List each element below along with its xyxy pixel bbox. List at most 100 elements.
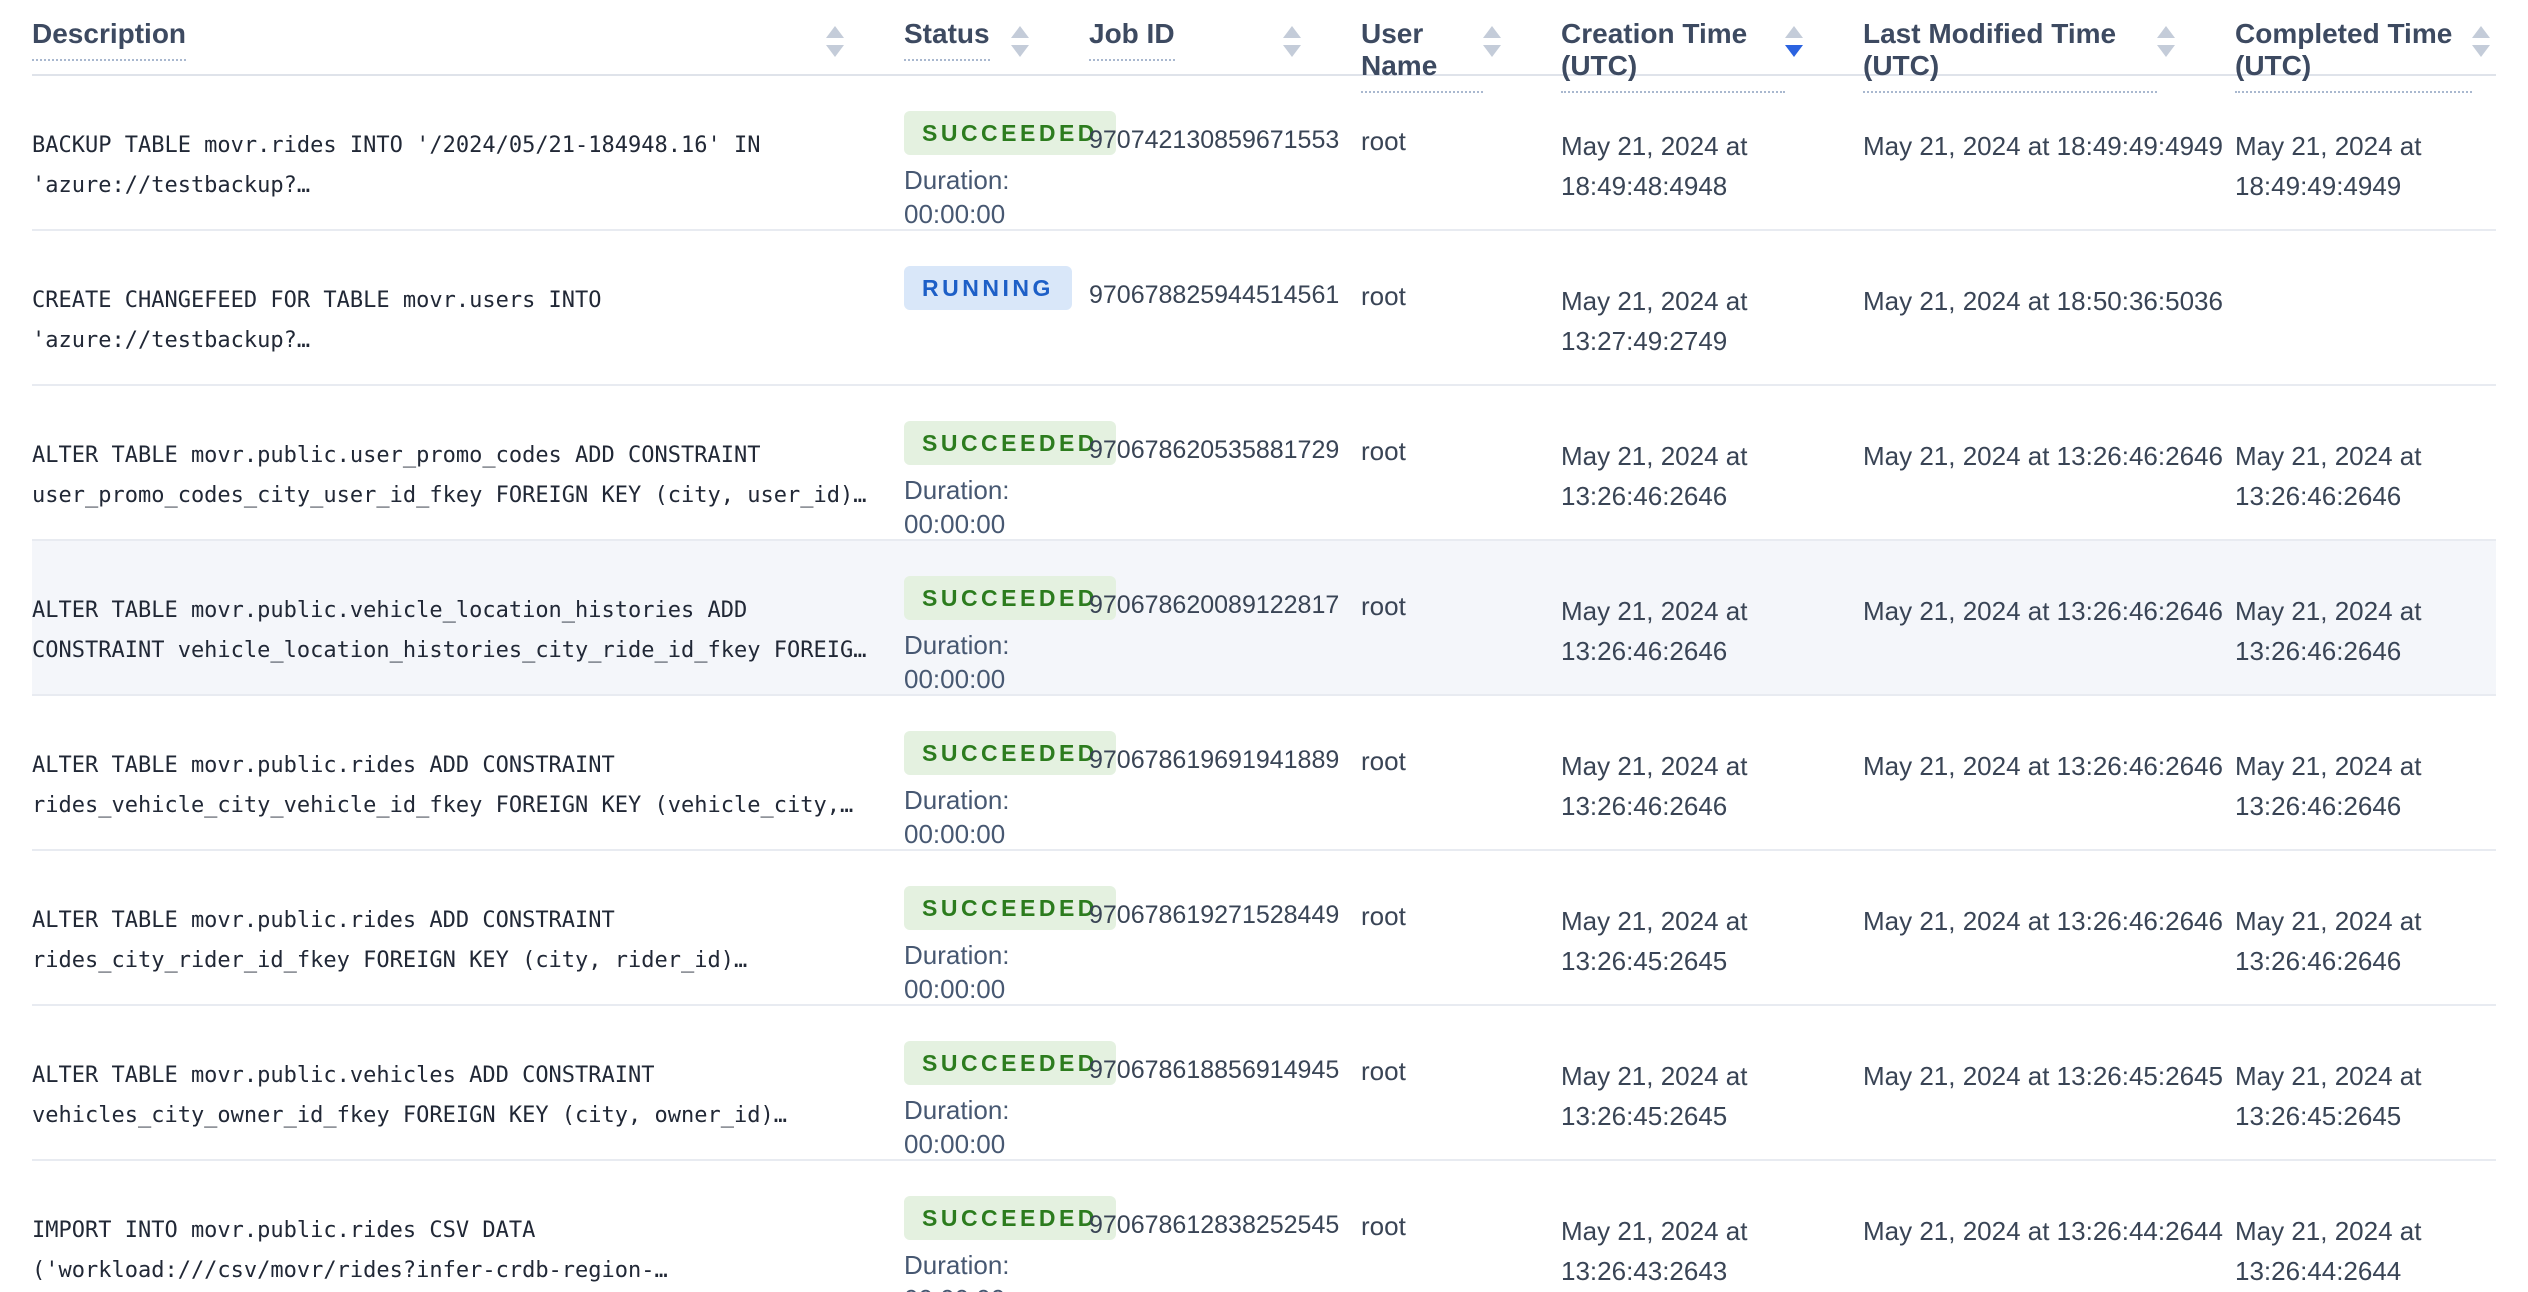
job-id: 970678619691941889 <box>1089 746 1340 774</box>
status-badge: SUCCEEDED <box>904 1041 1116 1085</box>
sort-down-arrow-icon <box>2157 45 2175 57</box>
job-last-modified-time: May 21, 2024 at 13:26:44:2644 <box>1863 1216 2223 1246</box>
job-user-name: root <box>1361 126 1406 156</box>
job-status-cell: SUCCEEDED Duration: 00:00:00 <box>904 851 1116 1004</box>
column-header-label: Status <box>904 18 990 61</box>
status-badge: SUCCEEDED <box>904 111 1116 155</box>
sort-icon[interactable] <box>1283 18 1301 57</box>
column-header-last-modified-time[interactable]: Last Modified Time (UTC) <box>1863 0 2235 93</box>
table-row[interactable]: IMPORT INTO movr.public.rides CSV DATA (… <box>32 1161 2496 1292</box>
job-description-link[interactable]: ALTER TABLE movr.public.rides ADD CONSTR… <box>32 908 748 973</box>
duration-value: 00:00:00 <box>904 664 1006 694</box>
job-id: 970678612838252545 <box>1089 1211 1340 1239</box>
job-last-modified-time: May 21, 2024 at 13:26:46:2646 <box>1863 441 2223 471</box>
table-row[interactable]: ALTER TABLE movr.public.vehicle_location… <box>32 541 2496 696</box>
column-header-description[interactable]: Description <box>32 0 904 61</box>
status-badge: SUCCEEDED <box>904 886 1116 930</box>
job-status-cell: SUCCEEDED Duration: 00:00:00 <box>904 541 1116 694</box>
column-header-label: Last Modified Time (UTC) <box>1863 18 2157 93</box>
job-user-name: root <box>1361 901 1406 931</box>
status-badge: SUCCEEDED <box>904 421 1116 465</box>
job-duration: Duration: 00:00:00 <box>904 163 1065 229</box>
job-completed-time <box>2235 231 2496 384</box>
job-creation-time: May 21, 2024 at 13:26:46:2646 <box>1561 751 1748 821</box>
jobs-table-header: Description Status Job ID User Name Crea… <box>32 0 2496 93</box>
sort-down-arrow-icon <box>2472 45 2490 57</box>
job-user-name: root <box>1361 746 1406 776</box>
job-status-cell: SUCCEEDED Duration: 00:00:00 <box>904 1006 1116 1159</box>
table-row[interactable]: ALTER TABLE movr.public.user_promo_codes… <box>32 386 2496 541</box>
job-last-modified-time: May 21, 2024 at 13:26:46:2646 <box>1863 751 2223 781</box>
sort-up-arrow-icon <box>2157 26 2175 38</box>
sort-up-arrow-icon <box>1283 26 1301 38</box>
job-description-link[interactable]: ALTER TABLE movr.public.rides ADD CONSTR… <box>32 753 854 818</box>
job-duration: Duration: 00:00:00 <box>904 1093 1065 1159</box>
job-completed-time: May 21, 2024 at 13:26:46:2646 <box>2235 441 2422 511</box>
column-header-user-name[interactable]: User Name <box>1361 0 1561 93</box>
job-completed-time: May 21, 2024 at 13:26:46:2646 <box>2235 906 2422 976</box>
table-row[interactable]: CREATE CHANGEFEED FOR TABLE movr.users I… <box>32 231 2496 386</box>
job-last-modified-time: May 21, 2024 at 13:26:45:2645 <box>1863 1061 2223 1091</box>
column-header-completed-time[interactable]: Completed Time (UTC) <box>2235 0 2496 93</box>
column-header-label: Job ID <box>1089 18 1175 61</box>
sort-icon[interactable] <box>2157 18 2175 57</box>
job-description-link[interactable]: IMPORT INTO movr.public.rides CSV DATA (… <box>32 1218 668 1283</box>
job-user-name: root <box>1361 1211 1406 1241</box>
status-badge: RUNNING <box>904 266 1072 310</box>
job-user-name: root <box>1361 281 1406 311</box>
job-user-name: root <box>1361 1056 1406 1086</box>
duration-value: 00:00:00 <box>904 199 1006 229</box>
job-completed-time: May 21, 2024 at 13:26:44:2644 <box>2235 1216 2422 1286</box>
job-completed-time: May 21, 2024 at 18:49:49:4949 <box>2235 131 2422 201</box>
job-creation-time: May 21, 2024 at 13:26:43:2643 <box>1561 1216 1748 1286</box>
job-status-cell: SUCCEEDED Duration: 00:00:00 <box>904 76 1116 229</box>
job-status-cell: RUNNING <box>904 231 1089 384</box>
column-header-status[interactable]: Status <box>904 0 1089 61</box>
sort-icon[interactable] <box>2472 18 2490 57</box>
table-row[interactable]: BACKUP TABLE movr.rides INTO '/2024/05/2… <box>32 76 2496 231</box>
job-completed-time: May 21, 2024 at 13:26:46:2646 <box>2235 596 2422 666</box>
sort-icon[interactable] <box>1011 18 1029 57</box>
job-id: 970678620535881729 <box>1089 436 1340 464</box>
sort-up-arrow-icon <box>1785 26 1803 38</box>
job-id: 970678825944514561 <box>1089 281 1340 309</box>
job-description-link[interactable]: ALTER TABLE movr.public.vehicles ADD CON… <box>32 1063 787 1128</box>
sort-down-arrow-icon <box>1785 45 1803 57</box>
job-id: 970678618856914945 <box>1089 1056 1340 1084</box>
job-description-link[interactable]: CREATE CHANGEFEED FOR TABLE movr.users I… <box>32 288 602 353</box>
sort-up-arrow-icon <box>1011 26 1029 38</box>
sort-icon-active-desc[interactable] <box>1785 18 1803 57</box>
duration-label: Duration: <box>904 785 1010 815</box>
job-creation-time: May 21, 2024 at 13:26:46:2646 <box>1561 441 1748 511</box>
sort-icon[interactable] <box>826 18 844 57</box>
job-description-link[interactable]: ALTER TABLE movr.public.vehicle_location… <box>32 598 867 663</box>
column-header-creation-time[interactable]: Creation Time (UTC) <box>1561 0 1863 93</box>
job-user-name: root <box>1361 591 1406 621</box>
job-id: 970742130859671553 <box>1089 126 1340 154</box>
job-duration: Duration: 00:00:00 <box>904 473 1065 539</box>
status-badge: SUCCEEDED <box>904 576 1116 620</box>
column-header-label: Completed Time (UTC) <box>2235 18 2472 93</box>
table-row[interactable]: ALTER TABLE movr.public.vehicles ADD CON… <box>32 1006 2496 1161</box>
job-status-cell: SUCCEEDED Duration: 00:00:00 <box>904 696 1116 849</box>
table-row[interactable]: ALTER TABLE movr.public.rides ADD CONSTR… <box>32 851 2496 1006</box>
job-description-link[interactable]: BACKUP TABLE movr.rides INTO '/2024/05/2… <box>32 133 761 198</box>
status-badge: SUCCEEDED <box>904 1196 1116 1240</box>
job-description-link[interactable]: ALTER TABLE movr.public.user_promo_codes… <box>32 443 867 508</box>
sort-down-arrow-icon <box>826 45 844 57</box>
duration-value: 00:00:00 <box>904 974 1006 1004</box>
job-duration: Duration: 00:00:00 <box>904 1248 1065 1292</box>
jobs-table-body: BACKUP TABLE movr.rides INTO '/2024/05/2… <box>32 76 2496 1292</box>
status-badge: SUCCEEDED <box>904 731 1116 775</box>
column-header-job-id[interactable]: Job ID <box>1089 0 1361 61</box>
column-header-label: Description <box>32 18 187 61</box>
table-row[interactable]: ALTER TABLE movr.public.rides ADD CONSTR… <box>32 696 2496 851</box>
job-duration: Duration: 00:00:00 <box>904 938 1065 1004</box>
sort-icon[interactable] <box>1483 18 1501 57</box>
sort-up-arrow-icon <box>826 26 844 38</box>
job-status-cell: SUCCEEDED Duration: 00:00:00 <box>904 1161 1116 1292</box>
duration-label: Duration: <box>904 1095 1010 1125</box>
duration-value: 00:00:00 <box>904 509 1006 539</box>
sort-up-arrow-icon <box>2472 26 2490 38</box>
